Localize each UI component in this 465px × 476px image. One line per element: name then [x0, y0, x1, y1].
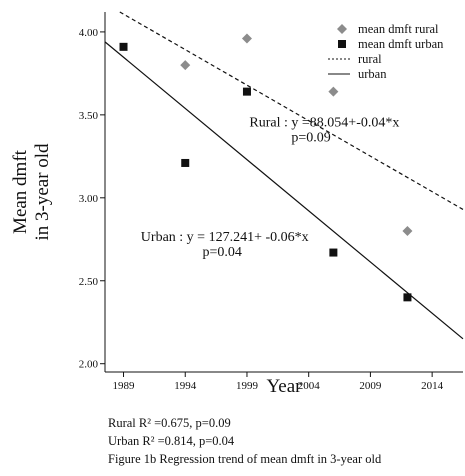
legend-label: mean dmft rural	[358, 22, 439, 36]
x-axis-title: Year	[266, 376, 302, 397]
x-tick-label: 1994	[174, 380, 197, 392]
x-tick-label: 2014	[421, 380, 444, 392]
y-axis-title-line2: in 3-year old	[32, 143, 53, 241]
legend-label: urban	[358, 67, 387, 81]
ticks: 2.00 2.50 3.00 3.50 4.00 1989 1994 1999 2004 2009…	[79, 27, 444, 392]
legend-marker-urban	[338, 40, 346, 48]
y-tick-label: 2.50	[79, 276, 99, 288]
data-points	[119, 33, 413, 302]
regression-lines	[104, 11, 464, 340]
equation-annotation: Urban : y = 127.241+ -0.06*x	[141, 230, 309, 245]
x-tick-label: 2009	[359, 380, 382, 392]
y-tick-label: 4.00	[79, 27, 99, 39]
rural-point	[402, 225, 413, 236]
rural-point	[180, 60, 191, 71]
y-tick-label: 2.00	[79, 359, 99, 371]
axes	[104, 12, 463, 373]
axis-titles: Year Mean dmft in 3-year old	[10, 143, 302, 397]
x-tick-label: 2004	[298, 380, 321, 392]
x-tick-label: 1999	[236, 380, 259, 392]
urban-point	[403, 293, 412, 302]
equation-annotation: p=0.04	[203, 245, 242, 260]
y-tick-label: 3.00	[79, 193, 99, 205]
y-axis-title-line1: Mean dmft	[10, 149, 31, 234]
x-tick-label: 1989	[113, 380, 136, 392]
y-tick-label: 3.50	[79, 110, 99, 122]
chart: 2.00 2.50 3.00 3.50 4.00 1989 1994 1999 2004 2009…	[10, 11, 464, 397]
urban-point	[242, 87, 251, 96]
legend-label: mean dmft urban	[358, 37, 444, 51]
legend-label: rural	[358, 52, 382, 66]
equation-annotations: Rural : y =88.054+-0.04*xp=0.09 Urban : y…	[141, 115, 400, 259]
equation-annotation: Rural : y =88.054+-0.04*x	[249, 115, 399, 130]
caption-urban-r2: Urban R² =0.814, p=0.04	[108, 434, 235, 448]
figure-caption: Figure 1b Regression trend of mean dmft …	[108, 452, 382, 466]
rural-point	[241, 33, 252, 44]
urban-regression-line	[104, 41, 464, 340]
urban-point	[329, 248, 338, 257]
urban-point	[119, 42, 128, 51]
rural-regression-line	[119, 11, 464, 210]
rural-point	[328, 86, 339, 97]
urban-point	[181, 158, 190, 167]
equation-annotation: p=0.09	[291, 130, 330, 145]
caption-rural-r2: Rural R² =0.675, p=0.09	[108, 416, 231, 430]
legend-marker-rural	[337, 24, 347, 34]
